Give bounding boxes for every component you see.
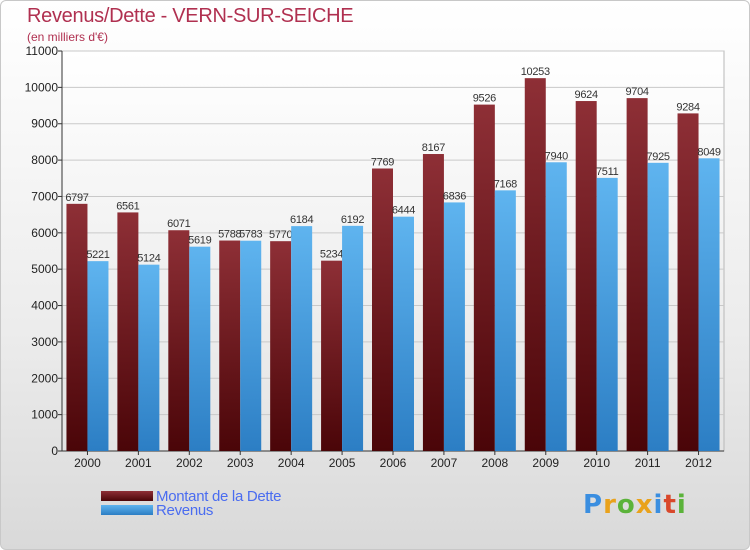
y-tick-label: 10000 — [25, 80, 59, 94]
legend-item-dette: Montant de la Dette — [101, 487, 282, 505]
data-label: 5788 — [218, 229, 241, 241]
bar-revenus — [494, 190, 516, 451]
bar-revenus — [189, 246, 211, 451]
data-label: 8167 — [422, 142, 445, 154]
y-tick-label: 2000 — [31, 371, 58, 385]
bar-dette — [677, 113, 699, 452]
bar-dette — [270, 241, 292, 451]
bar-revenus — [596, 177, 618, 451]
y-tick-label: 0 — [51, 444, 58, 458]
data-label: 9526 — [473, 93, 496, 105]
y-tick-label: 4000 — [31, 299, 58, 313]
bar-dette — [422, 154, 444, 451]
data-label: 6797 — [65, 192, 88, 204]
data-label: 5221 — [86, 249, 109, 261]
data-label: 6192 — [341, 214, 364, 226]
legend-label-revenus: Revenus — [156, 501, 214, 519]
bar-dette — [626, 98, 648, 452]
data-label: 7769 — [371, 156, 394, 168]
data-label: 8049 — [697, 146, 720, 158]
bar-dette — [575, 101, 597, 451]
data-label: 6836 — [443, 190, 466, 202]
bar-dette — [372, 168, 393, 451]
bar-revenus — [545, 162, 567, 452]
data-label: 7168 — [494, 178, 517, 190]
bar-revenus — [342, 225, 364, 451]
x-tick-label: 2005 — [329, 456, 356, 470]
y-tick-label: 3000 — [31, 335, 58, 349]
bar-dette — [66, 203, 88, 451]
data-label: 9704 — [625, 86, 648, 98]
x-tick-label: 2009 — [532, 456, 559, 470]
data-label: 6444 — [392, 205, 415, 217]
chart-title: Revenus/Dette - VERN-SUR-SEICHE — [27, 5, 354, 27]
bar-revenus — [291, 226, 313, 451]
legend-label-dette: Montant de la Dette — [156, 487, 282, 505]
logo-letter: i — [676, 490, 687, 520]
data-label: 5770 — [269, 229, 292, 241]
y-tick-label: 11000 — [26, 44, 59, 58]
x-tick-label: 2011 — [635, 456, 661, 470]
logo-letter: x — [635, 490, 654, 520]
bar-revenus — [698, 158, 720, 452]
x-tick-label: 2010 — [583, 456, 610, 470]
bar-dette — [117, 212, 139, 451]
logo-letter: i — [653, 490, 664, 520]
bar-dette — [473, 104, 495, 451]
chart-subtitle: (en milliers d'€) — [27, 30, 108, 44]
logo-letter: o — [616, 490, 636, 520]
x-tick-label: 2003 — [227, 456, 254, 470]
bar-revenus — [443, 202, 465, 451]
data-label: 6071 — [167, 218, 190, 230]
y-tick-label: 7000 — [31, 189, 58, 203]
x-tick-label: 2001 — [125, 456, 152, 470]
x-tick-label: 2002 — [176, 456, 203, 470]
bar-revenus — [240, 240, 262, 451]
data-label: 6184 — [290, 214, 313, 226]
proxiti-logo: Proxiti — [583, 490, 687, 520]
x-tick-label: 2012 — [685, 456, 712, 470]
data-label: 5124 — [137, 253, 160, 265]
y-tick-label: 5000 — [31, 262, 58, 276]
bar-dette — [219, 240, 241, 451]
x-tick-label: 2008 — [481, 456, 508, 470]
y-tick-label: 1000 — [31, 408, 58, 422]
bar-dette — [524, 78, 546, 451]
bar-revenus — [647, 162, 669, 451]
bar-revenus — [87, 261, 109, 451]
data-label: 7511 — [596, 166, 619, 178]
legend-swatch-dette — [101, 491, 153, 501]
x-tick-label: 2006 — [380, 456, 407, 470]
data-label: 5619 — [188, 235, 211, 247]
y-tick-label: 6000 — [31, 226, 58, 240]
logo-letter: t — [663, 490, 677, 520]
data-label: 5234 — [320, 249, 343, 261]
data-label: 9284 — [676, 101, 699, 113]
x-tick-label: 2004 — [278, 456, 305, 470]
data-label: 6561 — [116, 200, 139, 212]
data-label: 7940 — [545, 150, 568, 162]
logo-letter: r — [603, 490, 617, 520]
legend-item-revenus: Revenus — [101, 501, 214, 519]
data-label: 9624 — [575, 89, 598, 101]
bar-dette — [321, 260, 343, 451]
x-tick-label: 2007 — [431, 456, 458, 470]
data-label: 5783 — [239, 229, 262, 241]
data-label: 7925 — [646, 151, 669, 163]
bar-revenus — [138, 264, 160, 451]
y-tick-label: 9000 — [31, 117, 58, 131]
bar-dette — [168, 230, 190, 451]
y-tick-label: 8000 — [31, 153, 58, 167]
legend-swatch-revenus — [101, 505, 153, 515]
logo-letter: P — [583, 490, 604, 520]
x-tick-label: 2000 — [74, 456, 101, 470]
data-label: 10253 — [521, 66, 550, 78]
bar-revenus — [393, 216, 414, 451]
